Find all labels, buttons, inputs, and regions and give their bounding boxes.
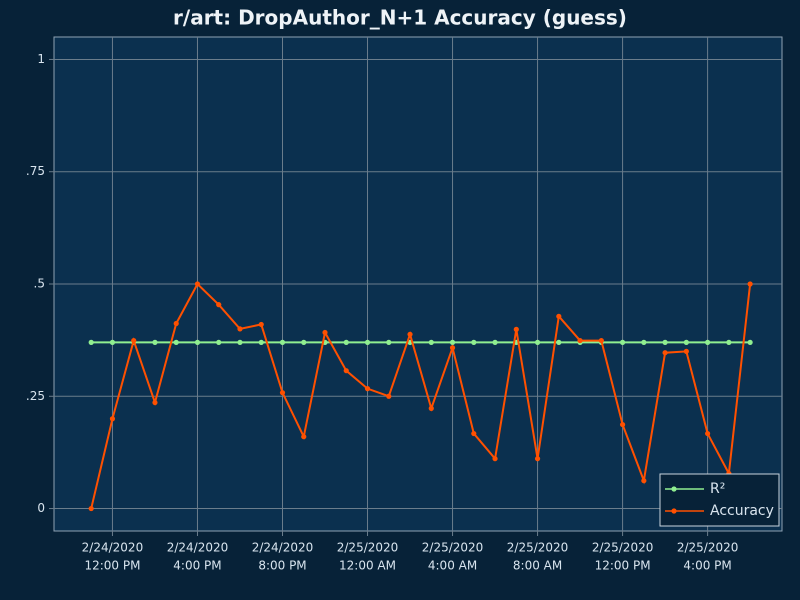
data-point bbox=[619, 421, 626, 428]
data-point bbox=[279, 339, 286, 345]
data-point bbox=[237, 326, 243, 332]
data-point bbox=[492, 456, 498, 462]
x-tick-label: 4:00 AM bbox=[428, 559, 477, 573]
data-point bbox=[216, 339, 222, 345]
data-point bbox=[428, 339, 434, 345]
data-point bbox=[747, 281, 753, 287]
data-point bbox=[662, 350, 668, 356]
data-point bbox=[364, 386, 371, 392]
x-tick-label: 12:00 PM bbox=[84, 559, 140, 573]
series-line bbox=[90, 282, 752, 509]
data-point bbox=[301, 339, 307, 345]
y-tick-label: 1 bbox=[37, 52, 45, 66]
x-tick-label: 8:00 PM bbox=[258, 559, 306, 573]
y-tick-label: .75 bbox=[26, 164, 45, 178]
data-point bbox=[216, 302, 222, 308]
data-point bbox=[577, 337, 583, 344]
data-point bbox=[194, 339, 201, 345]
data-point bbox=[683, 348, 689, 354]
data-point bbox=[705, 339, 711, 345]
data-point bbox=[598, 337, 604, 344]
data-point bbox=[88, 505, 94, 512]
data-point bbox=[747, 339, 753, 345]
legend-label: R² bbox=[710, 481, 725, 497]
x-tick-label: 2/25/2020 bbox=[422, 541, 484, 555]
data-point bbox=[279, 390, 286, 396]
data-point bbox=[705, 430, 711, 437]
data-point bbox=[152, 399, 158, 406]
data-point bbox=[556, 313, 562, 319]
data-point bbox=[471, 339, 477, 345]
data-point bbox=[173, 339, 179, 345]
data-point bbox=[258, 321, 264, 328]
data-point bbox=[152, 339, 158, 345]
legend-box bbox=[659, 473, 780, 527]
y-tick-label: .25 bbox=[26, 389, 45, 403]
data-point bbox=[619, 339, 626, 345]
data-point bbox=[343, 368, 349, 374]
data-point bbox=[88, 339, 94, 345]
data-point bbox=[386, 393, 392, 399]
chart-title: r/art: DropAuthor_N+1 Accuracy (guess) bbox=[173, 6, 627, 30]
x-tick-label: 2/24/2020 bbox=[167, 541, 229, 555]
data-point bbox=[237, 339, 243, 345]
data-point bbox=[258, 339, 264, 345]
data-point bbox=[386, 339, 392, 345]
data-point bbox=[194, 281, 201, 287]
data-point bbox=[364, 339, 371, 345]
data-point bbox=[428, 405, 434, 411]
data-point bbox=[301, 434, 307, 440]
data-point bbox=[131, 337, 137, 344]
data-point bbox=[322, 329, 328, 336]
x-tick-label: 2/25/2020 bbox=[337, 541, 399, 555]
x-tick-label: 4:00 PM bbox=[173, 559, 221, 573]
data-point bbox=[449, 345, 456, 351]
x-tick-label: 12:00 AM bbox=[339, 559, 396, 573]
data-point bbox=[109, 339, 116, 345]
data-point bbox=[109, 416, 116, 422]
x-tick-label: 2/25/2020 bbox=[592, 541, 654, 555]
x-tick-label: 2/25/2020 bbox=[507, 541, 569, 555]
data-point bbox=[173, 320, 179, 327]
data-point bbox=[534, 456, 541, 462]
data-point bbox=[492, 339, 498, 345]
data-point bbox=[726, 339, 732, 345]
x-tick-label: 8:00 AM bbox=[513, 559, 562, 573]
x-tick-label: 2/25/2020 bbox=[677, 541, 739, 555]
x-tick-label: 2/24/2020 bbox=[252, 541, 314, 555]
data-point bbox=[513, 326, 519, 332]
y-tick-label: 0 bbox=[37, 501, 45, 515]
data-point bbox=[407, 331, 413, 337]
data-point bbox=[449, 339, 456, 345]
x-tick-label: 2/24/2020 bbox=[82, 541, 144, 555]
data-point bbox=[471, 430, 477, 437]
data-point bbox=[683, 339, 689, 345]
data-point bbox=[662, 339, 668, 345]
legend-label: Accuracy bbox=[710, 503, 774, 519]
x-tick-label: 4:00 PM bbox=[683, 559, 731, 573]
data-point bbox=[556, 339, 562, 345]
legend-marker bbox=[671, 508, 677, 514]
data-point bbox=[641, 478, 647, 484]
data-point bbox=[534, 339, 541, 345]
data-point bbox=[343, 339, 349, 345]
legend-marker bbox=[671, 486, 677, 492]
y-tick-label: .5 bbox=[34, 277, 45, 291]
x-tick-label: 12:00 PM bbox=[595, 559, 651, 573]
data-point bbox=[641, 339, 647, 345]
